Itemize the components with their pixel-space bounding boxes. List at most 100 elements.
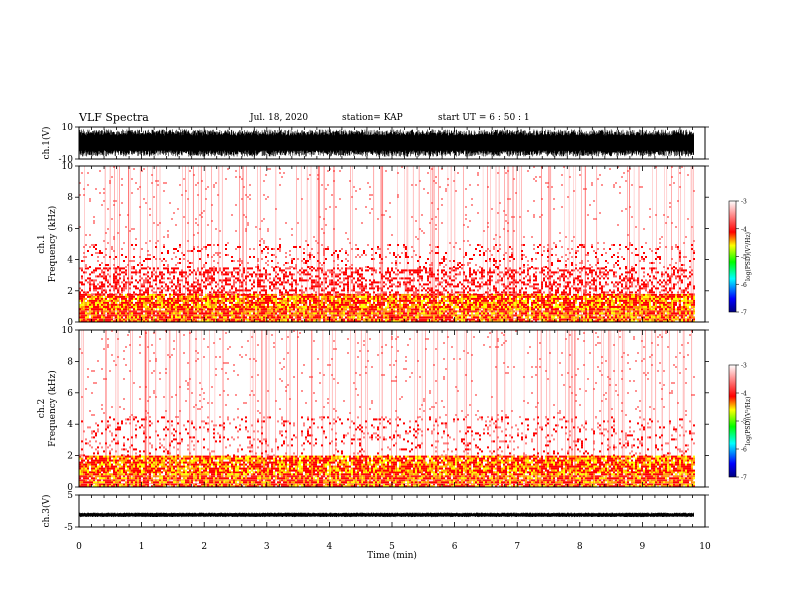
spectrogram-cell bbox=[655, 308, 657, 311]
spectrogram-cell bbox=[475, 273, 477, 276]
spectrogram-cell bbox=[405, 314, 407, 317]
spectrogram-cell bbox=[243, 316, 245, 319]
spectrogram-cell bbox=[225, 310, 227, 313]
spectrogram-cell bbox=[597, 267, 599, 270]
spectrogram-cell bbox=[329, 308, 331, 311]
spectrogram-cell bbox=[157, 303, 159, 306]
spectrogram-cell bbox=[413, 297, 415, 300]
spectrogram-cell bbox=[641, 299, 643, 302]
spectrogram-cell bbox=[675, 308, 677, 311]
spectrogram-cell bbox=[355, 299, 357, 302]
spectrogram-cell bbox=[483, 297, 485, 300]
spectrogram-cell bbox=[551, 271, 553, 274]
spectrogram-cell bbox=[585, 267, 587, 270]
spectrogram-cell bbox=[461, 297, 463, 300]
spectrogram-cell bbox=[301, 301, 303, 304]
spectrogram-cell bbox=[481, 297, 483, 300]
spectrogram-cell bbox=[671, 308, 673, 311]
spectrogram-cell bbox=[513, 275, 515, 278]
spectrogram-cell bbox=[229, 299, 231, 302]
spectrogram-cell bbox=[231, 310, 233, 313]
spectrogram-cell bbox=[555, 301, 557, 304]
spectrogram-cell bbox=[671, 301, 673, 304]
spectrogram-cell bbox=[627, 310, 629, 313]
spectrogram-cell bbox=[165, 293, 167, 296]
spectrogram-cell bbox=[627, 312, 629, 315]
spectrogram-cell bbox=[173, 303, 175, 306]
spectrogram-cell bbox=[413, 312, 415, 315]
spectrogram-cell bbox=[389, 303, 391, 306]
spectrogram-cell bbox=[519, 312, 521, 315]
spectrogram-cell bbox=[101, 308, 103, 311]
spectrogram-cell bbox=[689, 308, 691, 311]
spectrogram-cell bbox=[385, 271, 387, 274]
spectrogram-cell bbox=[87, 314, 89, 317]
spectrogram-cell bbox=[265, 320, 267, 323]
spectrogram-cell bbox=[103, 277, 105, 280]
spectrogram-cell bbox=[119, 310, 121, 313]
spectrogram-cell bbox=[265, 312, 267, 315]
spectrogram-cell bbox=[657, 312, 659, 315]
spectrogram-cell bbox=[397, 314, 399, 317]
spectrogram-cell bbox=[517, 308, 519, 311]
spectrogram-cell bbox=[685, 269, 687, 272]
spectrogram-cell bbox=[305, 314, 307, 317]
spectrogram-cell bbox=[547, 295, 549, 298]
spectrogram-cell bbox=[301, 299, 303, 302]
spectrogram-cell bbox=[113, 275, 115, 278]
spectrogram-cell bbox=[273, 299, 275, 302]
spectrogram-cell bbox=[315, 314, 317, 317]
spectrogram-cell bbox=[347, 314, 349, 317]
spectrogram-cell bbox=[253, 297, 255, 300]
spectrogram-cell bbox=[255, 314, 257, 317]
spectrogram-cell bbox=[597, 312, 599, 315]
spectrogram-cell bbox=[411, 301, 413, 304]
spectrogram-cell bbox=[261, 299, 263, 302]
spectrogram-cell bbox=[237, 267, 239, 270]
spectrogram-cell bbox=[173, 275, 175, 278]
spectrogram-cell bbox=[231, 295, 233, 298]
spectrogram-cell bbox=[453, 297, 455, 300]
spectrogram-cell bbox=[497, 316, 499, 319]
spectrogram-cell bbox=[179, 273, 181, 276]
spectrogram-cell bbox=[609, 297, 611, 300]
spectrogram-cell bbox=[417, 303, 419, 306]
spectrogram-cell bbox=[341, 310, 343, 313]
spectrogram-cell bbox=[363, 305, 365, 308]
spectrogram-cell bbox=[513, 303, 515, 306]
spectrogram-cell bbox=[175, 308, 177, 311]
spectrogram-cell bbox=[513, 295, 515, 298]
spectrogram-cell bbox=[503, 301, 505, 304]
spectrogram-cell bbox=[483, 308, 485, 311]
spectrogram-cell bbox=[283, 273, 285, 276]
spectrogram-cell bbox=[485, 295, 487, 298]
spectrogram-cell bbox=[467, 295, 469, 298]
spectrogram-cell bbox=[427, 275, 429, 278]
spectrogram-cell bbox=[595, 305, 597, 308]
spectrogram-cell bbox=[533, 273, 535, 276]
spectrogram-cell bbox=[607, 303, 609, 306]
spectrogram-cell bbox=[505, 299, 507, 302]
spectrogram-cell bbox=[349, 299, 351, 302]
spectrogram-cell bbox=[131, 267, 133, 270]
spectrogram-cell bbox=[577, 305, 579, 308]
spectrogram-cell bbox=[677, 299, 679, 302]
spectrogram-cell bbox=[343, 273, 345, 276]
spectrogram-cell bbox=[155, 301, 157, 304]
spectrogram-cell bbox=[265, 310, 267, 313]
spectrogram-cell bbox=[613, 310, 615, 313]
spectrogram-cell bbox=[225, 295, 227, 298]
spectrogram-cell bbox=[375, 308, 377, 311]
spectrogram-cell bbox=[241, 303, 243, 306]
spectrogram-cell bbox=[525, 303, 527, 306]
spectrogram-cell bbox=[123, 310, 125, 313]
spectrogram-cell bbox=[285, 308, 287, 311]
spectrogram-cell bbox=[81, 297, 83, 300]
spectrogram-cell bbox=[525, 297, 527, 300]
spectrogram-cell bbox=[667, 305, 669, 308]
spectrogram-cell bbox=[189, 299, 191, 302]
spectrogram-cell bbox=[239, 320, 241, 323]
spectrogram-cell bbox=[601, 275, 603, 278]
spectrogram-cell bbox=[317, 303, 319, 306]
spectrogram-cell bbox=[467, 303, 469, 306]
